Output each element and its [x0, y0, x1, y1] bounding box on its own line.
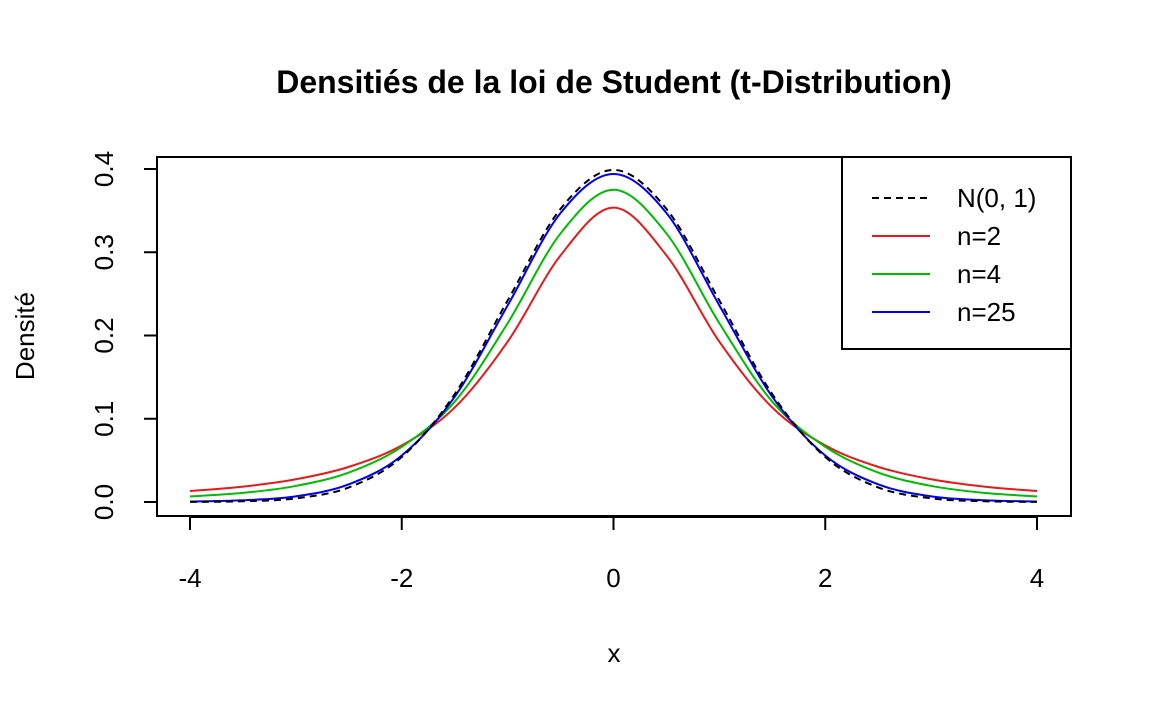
x-tick-label: -2: [390, 563, 413, 593]
legend-label: n=4: [957, 259, 1001, 289]
x-tick-label: 4: [1030, 563, 1044, 593]
legend-label: n=2: [957, 221, 1001, 251]
x-axis: -4 -2 0 2 4: [178, 516, 1044, 593]
x-axis-label: x: [608, 638, 621, 668]
y-axis-label: Densité: [10, 292, 40, 380]
x-tick-label: -4: [178, 563, 201, 593]
y-tick-label: 0.1: [89, 401, 119, 437]
legend: N(0, 1) n=2 n=4 n=25: [841, 156, 1072, 350]
series-line-n-25: [189, 172, 1038, 503]
y-tick-label: 0.4: [89, 151, 119, 187]
x-tick-label: 0: [606, 563, 620, 593]
series-line-n-0-1: [189, 168, 1038, 503]
legend-box: [841, 156, 1072, 350]
y-axis: 0.0 0.1 0.2 0.3 0.4: [89, 151, 158, 520]
series-layer: [189, 168, 1038, 503]
x-tick-label: 2: [818, 563, 832, 593]
y-tick-label: 0.2: [89, 317, 119, 353]
y-tick-label: 0.3: [89, 234, 119, 270]
series-line-n-4: [189, 188, 1038, 498]
legend-label: N(0, 1): [957, 183, 1036, 213]
series-line-n-2: [189, 206, 1038, 493]
y-tick-label: 0.0: [89, 484, 119, 520]
legend-label: n=25: [957, 297, 1016, 327]
chart-title: Densitiés de la loi de Student (t-Distri…: [276, 64, 952, 100]
